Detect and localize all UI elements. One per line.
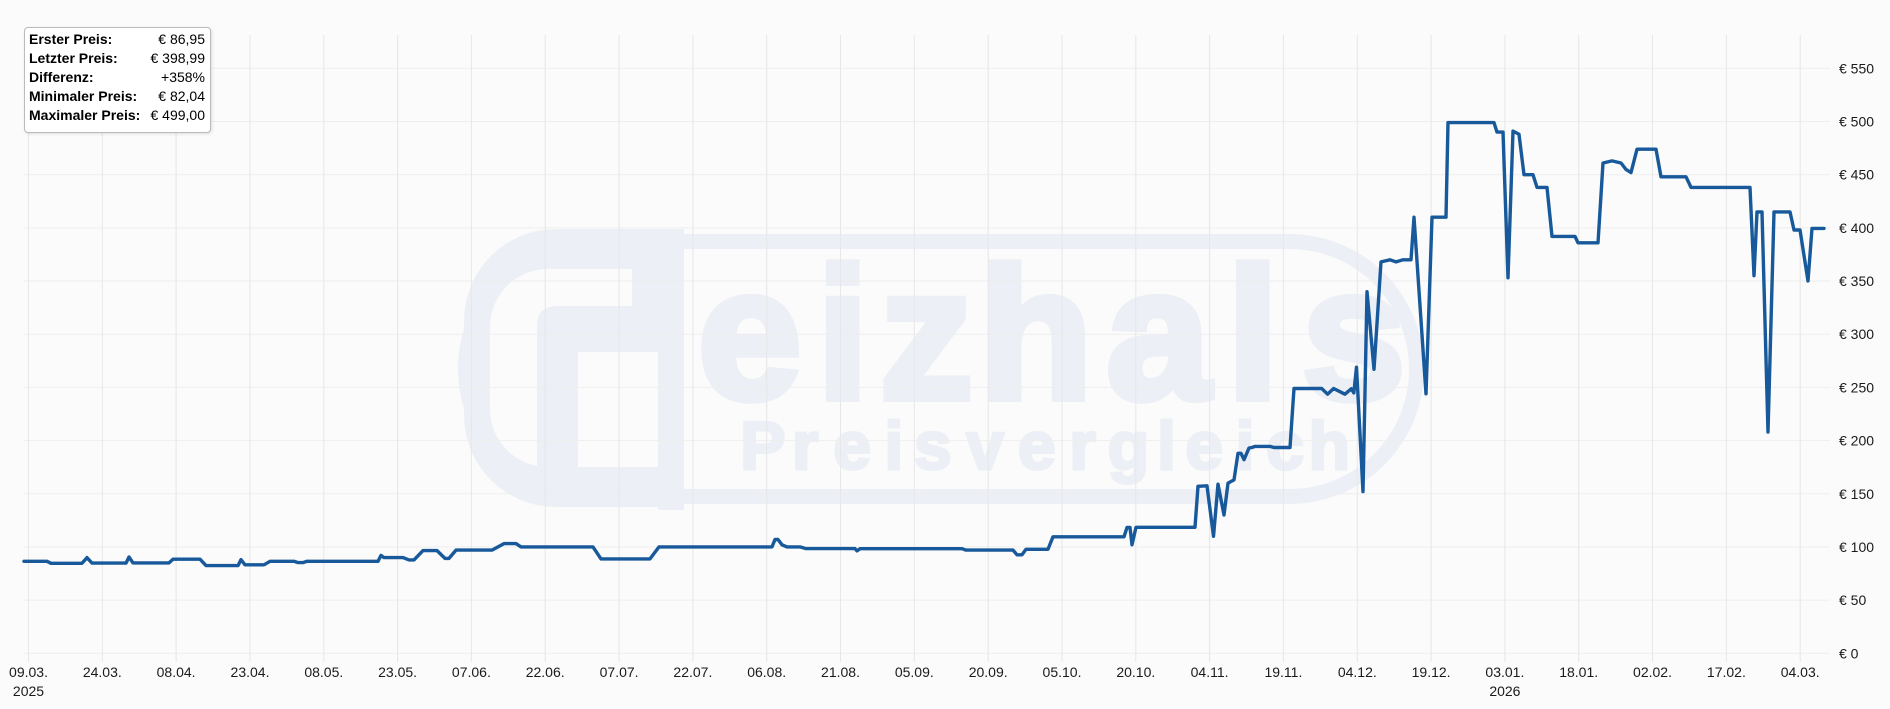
svg-text:€ 400: € 400 (1839, 220, 1874, 236)
svg-text:05.10.: 05.10. (1043, 664, 1082, 680)
svg-text:€ 300: € 300 (1839, 326, 1874, 342)
svg-text:20.10.: 20.10. (1116, 664, 1155, 680)
svg-text:22.07.: 22.07. (673, 664, 712, 680)
svg-text:23.05.: 23.05. (378, 664, 417, 680)
svg-text:€ 150: € 150 (1839, 486, 1874, 502)
svg-text:03.01.: 03.01. (1485, 664, 1524, 680)
svg-text:€ 0: € 0 (1839, 645, 1859, 661)
svg-text:23.04.: 23.04. (231, 664, 270, 680)
svg-text:19.12.: 19.12. (1412, 664, 1451, 680)
svg-text:24.03.: 24.03. (83, 664, 122, 680)
svg-text:07.07.: 07.07. (600, 664, 639, 680)
svg-text:€ 350: € 350 (1839, 273, 1874, 289)
svg-text:08.05.: 08.05. (304, 664, 343, 680)
svg-text:2026: 2026 (1489, 683, 1520, 699)
svg-text:€ 500: € 500 (1839, 114, 1874, 130)
svg-text:09.03.: 09.03. (9, 664, 48, 680)
svg-text:04.12.: 04.12. (1338, 664, 1377, 680)
svg-text:€ 550: € 550 (1839, 60, 1874, 76)
svg-text:18.01.: 18.01. (1559, 664, 1598, 680)
svg-text:04.03.: 04.03. (1781, 664, 1820, 680)
svg-text:21.08.: 21.08. (821, 664, 860, 680)
svg-text:06.08.: 06.08. (747, 664, 786, 680)
svg-text:05.09.: 05.09. (895, 664, 934, 680)
svg-text:19.11.: 19.11. (1264, 664, 1302, 680)
svg-text:€ 450: € 450 (1839, 167, 1874, 183)
svg-text:2025: 2025 (13, 683, 44, 699)
svg-text:20.09.: 20.09. (969, 664, 1008, 680)
svg-text:22.06.: 22.06. (526, 664, 565, 680)
svg-text:02.02.: 02.02. (1633, 664, 1672, 680)
svg-text:17.02.: 17.02. (1707, 664, 1746, 680)
svg-text:08.04.: 08.04. (157, 664, 196, 680)
svg-text:€ 50: € 50 (1839, 592, 1866, 608)
svg-text:€ 100: € 100 (1839, 539, 1874, 555)
svg-text:€ 250: € 250 (1839, 379, 1874, 395)
svg-text:€ 200: € 200 (1839, 433, 1874, 449)
svg-text:04.11.: 04.11. (1191, 664, 1229, 680)
svg-text:07.06.: 07.06. (452, 664, 491, 680)
